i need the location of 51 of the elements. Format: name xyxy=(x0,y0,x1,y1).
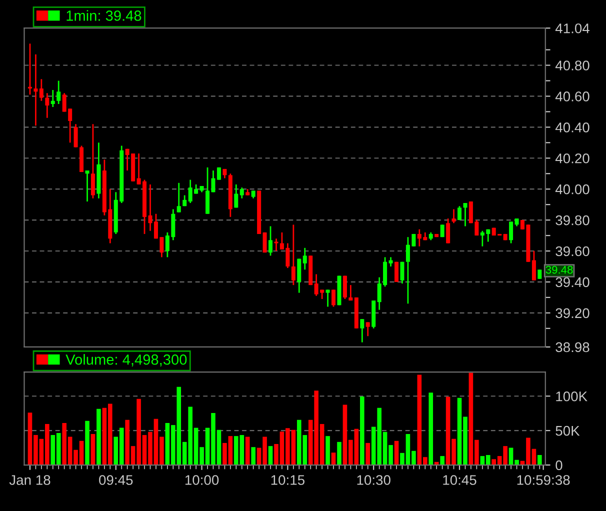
annotation: 39.48 xyxy=(546,266,573,274)
y-tick-label: 100K xyxy=(556,391,588,402)
x-tick-label: 10:15 xyxy=(271,475,304,485)
bar xyxy=(251,447,256,466)
bar xyxy=(85,420,90,466)
legend-label: 1min: 39.48 xyxy=(66,10,142,21)
bar xyxy=(90,434,96,466)
candlestick xyxy=(337,275,342,306)
candlestick xyxy=(440,224,444,238)
bar xyxy=(331,452,336,466)
candlestick xyxy=(503,233,508,241)
bar xyxy=(337,442,342,466)
bar xyxy=(245,436,250,466)
bar xyxy=(394,440,399,466)
y-tick-label: 39.80 xyxy=(556,215,590,226)
y-tick-label: 50K xyxy=(556,426,580,436)
x-tick-label: 10:45 xyxy=(443,475,476,485)
y-tick-label: 40.40 xyxy=(555,122,590,132)
x-tick-label: 10:59:38 xyxy=(517,475,570,485)
y-tick-label: 40.60 xyxy=(555,92,590,102)
bar xyxy=(428,392,434,466)
candlestick xyxy=(308,254,313,286)
bar xyxy=(538,455,542,466)
bar xyxy=(366,442,370,466)
y-tick-label: 41.04 xyxy=(555,23,590,34)
y-tick-label: 40.80 xyxy=(555,60,590,70)
legend-label: Volume: 4,498,300 xyxy=(66,354,187,366)
x-tick-label: 09:45 xyxy=(99,475,133,485)
bar xyxy=(96,408,101,466)
candlestick xyxy=(434,233,439,238)
bar xyxy=(360,396,364,466)
candlestick xyxy=(262,232,267,254)
y-tick-label: 40.00 xyxy=(555,184,590,194)
y-tick-label: 39.60 xyxy=(556,246,590,256)
candlestick xyxy=(354,296,358,330)
y-tick-label: 40.20 xyxy=(555,153,590,164)
x-tick-label: 10:00 xyxy=(185,475,219,485)
candlestick xyxy=(274,238,278,252)
y-tick-label: 38.98 xyxy=(556,342,590,352)
y-tick-label: 39.20 xyxy=(556,308,590,318)
x-tick-label: 10:30 xyxy=(357,475,390,485)
candlestick xyxy=(394,261,399,283)
candlestick xyxy=(538,268,542,280)
bar xyxy=(326,436,330,466)
bar xyxy=(440,456,444,466)
y-tick-label: 0 xyxy=(556,460,562,470)
x-tick-label: Jan 18 xyxy=(9,475,50,485)
bar xyxy=(268,446,273,466)
y-tick-label: 39.40 xyxy=(556,277,590,288)
candlestick xyxy=(257,190,262,235)
candlestick xyxy=(216,166,221,180)
